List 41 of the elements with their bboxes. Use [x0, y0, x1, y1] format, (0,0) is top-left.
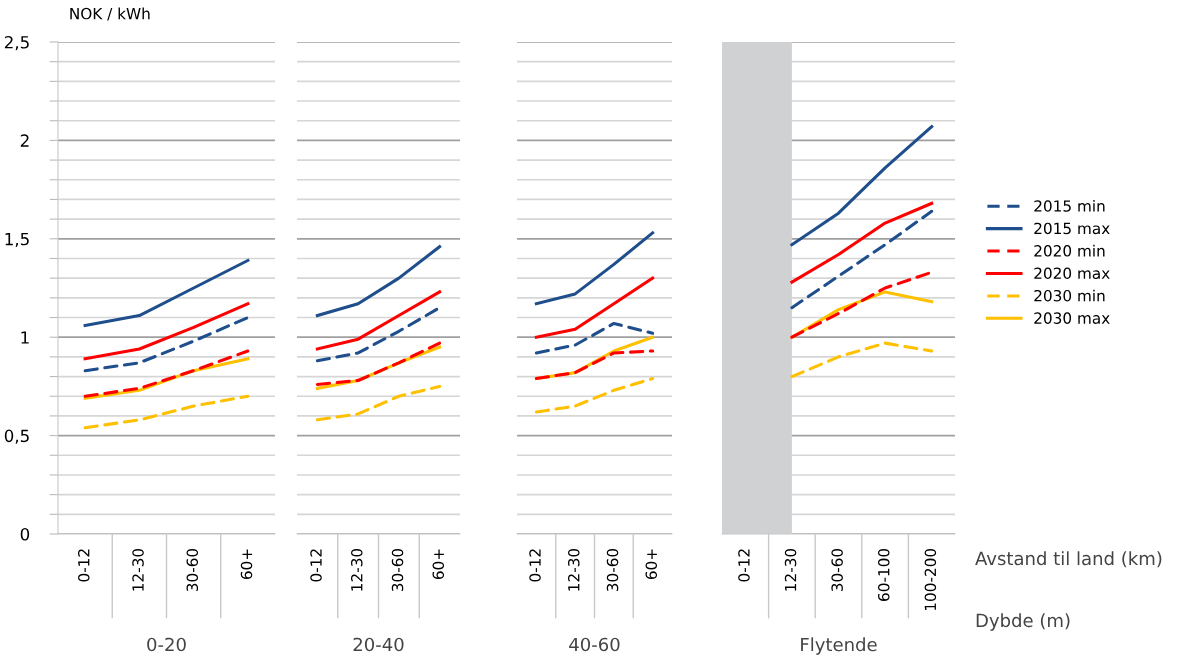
x-tick-label: 60+	[645, 549, 658, 580]
legend-label: 2015 max	[1034, 222, 1110, 235]
y-tick-label: 2,5	[4, 35, 29, 51]
x-axis-title: Flytende	[801, 637, 877, 655]
x-tick-label: 60+	[432, 549, 445, 580]
line-series	[83, 258, 250, 327]
x-tick-label: 12-30	[784, 548, 797, 591]
x-tick-label: 60-100	[877, 548, 890, 601]
x-tick-label: 12-30	[568, 548, 580, 591]
x-tick-label: 100-200	[924, 548, 937, 611]
legend-label: 2020 min	[1034, 244, 1105, 257]
x-tick-label: 30-60	[831, 548, 843, 592]
x-axis-title: 0-20	[147, 637, 186, 652]
line-series	[83, 302, 250, 361]
line-series	[83, 394, 250, 430]
x-tick-label: 30-60	[391, 548, 404, 592]
x-tick-label: 12-30	[351, 548, 363, 591]
text: Dybde (m)	[976, 613, 1070, 631]
legend-label: 2030 min	[1034, 289, 1105, 302]
y-axis-title: NOK / kWh	[70, 7, 150, 21]
legend-label: 2015 min	[1034, 199, 1105, 212]
x-axis-title: 40-60	[569, 637, 620, 652]
x-tick-label: 0-12	[78, 549, 90, 582]
y-tick-label: 0,5	[4, 429, 29, 444]
y-tick-label: 0	[20, 527, 30, 541]
y-tick-label: 2	[20, 134, 29, 147]
x-tick-label: 12-30	[132, 548, 144, 591]
x-tick-label: 0-12	[529, 549, 541, 582]
y-tick-label: 1,5	[5, 232, 29, 248]
x-tick-label: 0-12	[310, 549, 322, 582]
text: Avstand til land (km)	[975, 551, 1162, 568]
line-series	[83, 349, 250, 398]
y-tick-label: 1	[21, 331, 29, 344]
x-tick-label: 60+	[240, 549, 253, 580]
legend-label: 2030 max	[1034, 312, 1110, 324]
line-series	[83, 315, 250, 373]
x-tick-label: 30-60	[186, 548, 199, 592]
legend-label: 2020 max	[1034, 267, 1110, 280]
x-tick-label: 0-12	[738, 549, 750, 582]
x-tick-label: 30-60	[606, 548, 619, 592]
x-axis-title: 20-40	[353, 637, 404, 652]
